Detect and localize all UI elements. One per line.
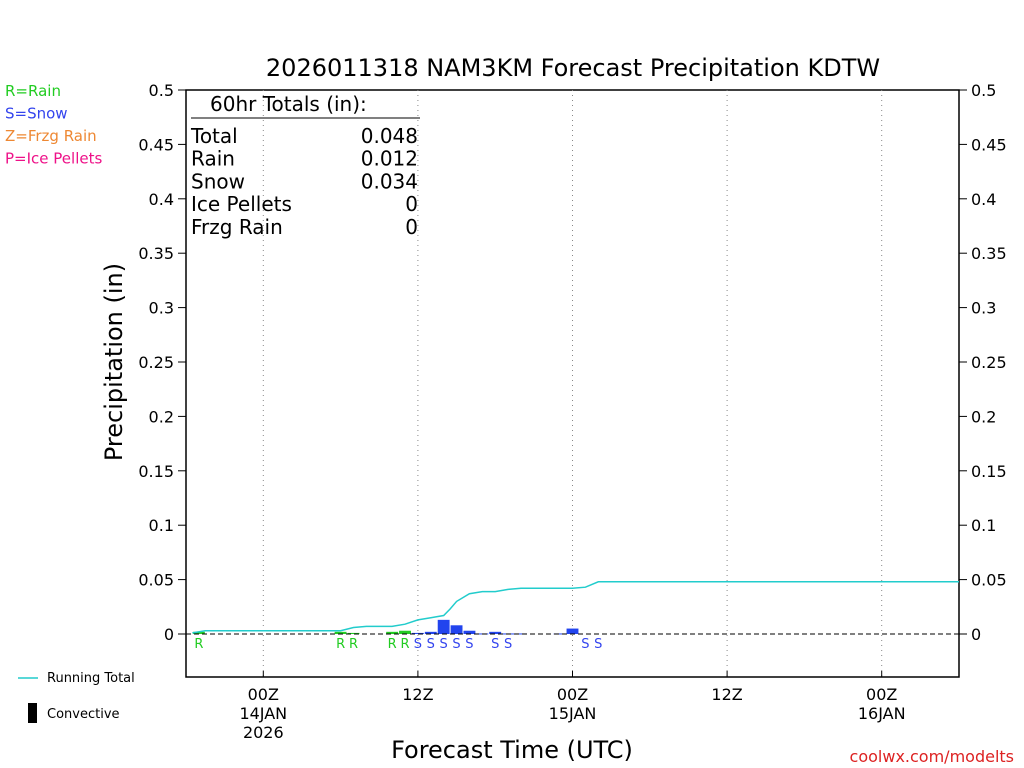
legend-item: P=Ice Pellets [5, 150, 102, 168]
y-tick-label-right: 0.3 [971, 299, 996, 318]
precip-bar [553, 633, 566, 635]
ptype-label: R [194, 637, 203, 652]
y-tick-label: 0.4 [149, 190, 174, 209]
x-tick-label: 12Z [711, 685, 742, 704]
ptype-label: R [388, 637, 397, 652]
y-tick-label-right: 0.05 [971, 571, 1007, 590]
ptype-label: S [427, 637, 435, 652]
y-tick-label-right: 0.25 [971, 353, 1007, 372]
y-tick-label-right: 0.2 [971, 407, 996, 426]
totals-row-value: 0.048 [361, 124, 418, 148]
y-tick-label: 0.1 [149, 516, 174, 535]
ptype-label: S [594, 637, 602, 652]
ptype-label: S [452, 637, 460, 652]
y-tick-label-right: 0.35 [971, 244, 1007, 263]
x-tick-year: 2026 [243, 723, 284, 742]
totals-row-value: 0.012 [361, 147, 418, 171]
precip-bar [463, 630, 476, 634]
ptype-label: R [349, 637, 358, 652]
totals-row-value: 0 [405, 192, 418, 216]
precip-bar [192, 631, 205, 634]
y-tick-label: 0.15 [138, 462, 174, 481]
y-tick-label-right: 0.45 [971, 135, 1007, 154]
totals-row-label: Frzg Rain [191, 215, 283, 239]
precip-bar [450, 625, 463, 634]
precip-bar [411, 632, 424, 634]
y-tick-label: 0.2 [149, 407, 174, 426]
y-tick-label: 0.25 [138, 353, 174, 372]
ptype-label: S [491, 637, 499, 652]
x-axis-label: Forecast Time (UTC) [391, 736, 633, 764]
convective-legend: Convective [47, 707, 120, 722]
precip-bar [334, 631, 347, 634]
totals-header: 60hr Totals (in): [210, 92, 367, 116]
legend-item: S=Snow [5, 105, 68, 123]
x-tick-label: 00Z [866, 685, 897, 704]
x-tick-label: 12Z [402, 685, 433, 704]
totals-row-value: 0.034 [361, 169, 418, 193]
ptype-label: S [440, 637, 448, 652]
y-tick-label: 0.45 [138, 135, 174, 154]
totals-row-label: Rain [191, 147, 235, 171]
chart-title: 2026011318 NAM3KM Forecast Precipitation… [266, 54, 880, 82]
x-tick-label: 00Z [248, 685, 279, 704]
y-tick-label-right: 0 [971, 625, 981, 644]
ptype-legend: R=Rain S=Snow Z=Frzg Rain P=Ice Pellets [5, 82, 102, 168]
precip-bar [515, 633, 527, 635]
totals-box: 60hr Totals (in): Total 0.048 Rain 0.012 Sno… [190, 92, 420, 239]
x-tick-date: 16JAN [858, 704, 906, 723]
y-tick-label: 0 [164, 625, 174, 644]
convective-swatch [28, 703, 37, 723]
y-tick-label: 0.05 [138, 571, 174, 590]
ptype-label: R [336, 637, 345, 652]
y-tick-label-right: 0.15 [971, 462, 1007, 481]
precip-bar [386, 631, 399, 634]
x-tick-date: 14JAN [239, 704, 287, 723]
precip-bar [424, 631, 437, 634]
precip-bar [489, 631, 502, 634]
precip-bar [347, 632, 360, 634]
totals-row-label: Ice Pellets [191, 192, 292, 216]
precip-bars [192, 619, 579, 635]
y-tick-label-right: 0.4 [971, 190, 996, 209]
running-total-legend: Running Total [47, 671, 135, 686]
ptype-label: S [465, 637, 473, 652]
x-tick-label: 00Z [557, 685, 588, 704]
x-tick-date: 15JAN [549, 704, 597, 723]
legend-item: R=Rain [5, 82, 61, 100]
y-axis-label: Precipitation (in) [100, 263, 128, 461]
precip-bar [566, 628, 579, 634]
ptype-label: S [414, 637, 422, 652]
y-tick-label-right: 0.5 [971, 81, 996, 100]
y-tick-label: 0.5 [149, 81, 174, 100]
precip-bar [399, 630, 411, 634]
y-tick-label: 0.3 [149, 299, 174, 318]
credit-text: coolwx.com/modelts [850, 747, 1014, 766]
y-tick-label-right: 0.1 [971, 516, 996, 535]
y-axis-ticks: 0 00.05 0.050.1 0.10.15 0.150.2 0.20.25 0.250.… [138, 81, 1006, 644]
y-tick-label: 0.35 [138, 244, 174, 263]
running-total-line [192, 581, 959, 634]
ptype-label: S [504, 637, 512, 652]
precip-bar [437, 619, 450, 634]
totals-row-label: Snow [191, 169, 245, 193]
legend-item: Z=Frzg Rain [5, 127, 97, 145]
totals-row-label: Total [190, 124, 238, 148]
ptype-label: S [581, 637, 589, 652]
ptype-label: R [400, 637, 409, 652]
totals-row-value: 0 [405, 215, 418, 239]
